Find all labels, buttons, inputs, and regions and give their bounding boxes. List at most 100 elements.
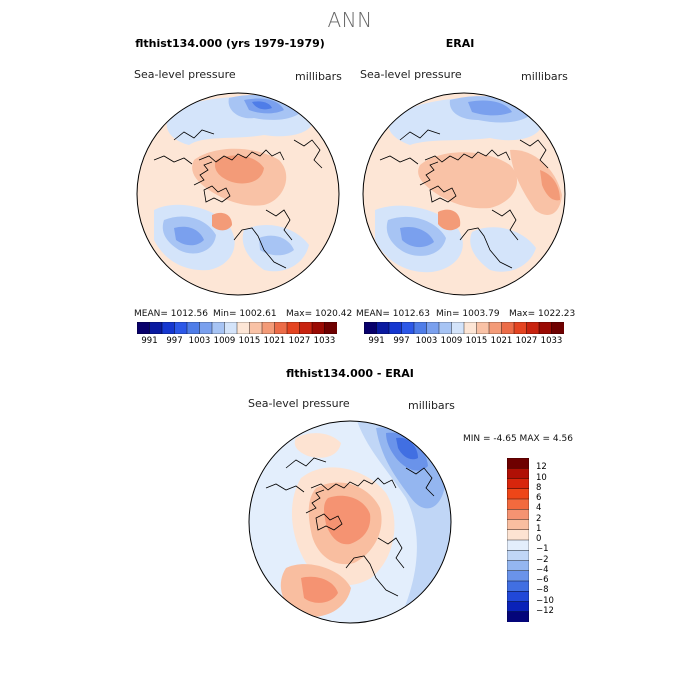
panel-1-colorbar-swatch (324, 322, 337, 334)
panel-1-contour-high-2 (214, 155, 264, 184)
panel-2-colorbar-tick-label: 1009 (440, 336, 463, 346)
panel-1-colorbar-swatch (174, 322, 188, 334)
panel-3-colorbar-swatch (507, 560, 529, 572)
panel-2-colorbar-swatch (513, 322, 528, 334)
panel-3-units-label: millibars (408, 399, 455, 412)
panel-2-coastline-5 (491, 209, 519, 241)
panel-1-colorbar-swatch (236, 322, 251, 334)
panel-2-colorbar-tick-label: 997 (393, 336, 410, 346)
panel-1-colorbar-swatch (137, 322, 151, 334)
panel-3-colorbar-swatch (507, 550, 529, 562)
panel-2-contour-high-1 (418, 152, 518, 209)
panel-1-contour-low-4 (252, 101, 272, 110)
panel-1-colorbar-swatch (211, 322, 226, 334)
panel-1-contour-high-3 (212, 212, 232, 231)
panel-3-colorbar-swatch (507, 591, 529, 603)
panel-1-colorbar-swatch (199, 322, 213, 334)
panel-3-colorbar-swatch (507, 488, 529, 500)
panel-3-map-border (248, 420, 452, 624)
panel-2-contour-high-4 (438, 209, 461, 231)
panel-3-colorbar-swatch (507, 529, 529, 541)
panel-3-colorbar-tick-label: 8 (536, 482, 542, 493)
panel-2-mean: MEAN= 1012.63 (356, 309, 430, 319)
panel-1-field (137, 93, 339, 295)
panel-3-contour-pos-6 (294, 433, 341, 458)
panel-2-colorbar-tick-label: 1027 (515, 336, 538, 346)
panel-2-colorbar-swatch (488, 322, 503, 334)
panel-3-colorbar-labels: 12 10 8 6 4 2 1 0 −1 −2 −4 −6 −8 −10 −12 (536, 458, 576, 622)
panel-2-contour-low-6 (400, 226, 434, 248)
panel-3-coastline-3 (305, 489, 325, 514)
panel-1-colorbar-swatch (274, 322, 288, 334)
panel-3-colorbar-swatch (507, 478, 529, 490)
panel-2-title: ERAI (445, 37, 475, 50)
panel-2-colorbar-swatch (388, 322, 403, 334)
panel-1-coastline-1 (198, 149, 285, 163)
panel-3-colorbar-swatch (507, 539, 529, 551)
panel-2-colorbar-tick-label: 991 (368, 336, 385, 346)
panel-1-units-label: millibars (295, 70, 342, 83)
panel-2-coastline-8 (519, 139, 549, 169)
panel-3-map (248, 420, 452, 624)
panel-2-coastline-2 (429, 185, 457, 203)
panel-1-map (136, 92, 340, 296)
panel-3-colorbar-tick-label: −12 (536, 605, 554, 616)
panel-2-colorbar (364, 322, 564, 334)
panel-2-coastline-3 (419, 161, 439, 186)
panel-3-colorbar-swatch (507, 519, 529, 531)
panel-3-colorbar-tick-label: −2 (536, 554, 549, 565)
panel-1-map-border (136, 92, 340, 296)
panel-1-coastlines (153, 129, 323, 269)
panel-3-colorbar-swatch (507, 611, 529, 622)
panel-3-colorbar-swatch (507, 570, 529, 582)
panel-1-coastline-3 (193, 161, 213, 186)
panel-1-coastline-7 (173, 129, 215, 141)
panel-3-colorbar-tick-label: −1 (536, 544, 549, 555)
panel-2-colorbar-swatch (476, 322, 490, 334)
panel-3-minmax: MIN = -4.65 MAX = 4.56 (463, 434, 573, 444)
panel-1-colorbar-tick-label: 1015 (238, 336, 261, 346)
panel-3-variable-label: Sea-level pressure (248, 397, 350, 410)
panel-3-colorbar-tick-label: −4 (536, 564, 549, 575)
panel-3-colorbar-swatch (507, 468, 529, 480)
panel-2-field (363, 93, 565, 295)
panel-1-colorbar-swatch (186, 322, 201, 334)
panel-1-title: flthist134.000 (yrs 1979-1979) (135, 37, 325, 50)
panel-2-colorbar-tick-label: 1003 (415, 336, 438, 346)
panel-3-title: flthist134.000 - ERAI (286, 367, 414, 380)
panel-3-colorbar-tick-label: −6 (536, 575, 549, 585)
panel-3-colorbar-swatch (507, 458, 529, 469)
panel-3-colorbar-tick-label: 0 (536, 534, 542, 544)
panel-1-colorbar-swatch (149, 322, 163, 334)
panel-1-coastline-4 (233, 227, 287, 269)
panel-2-colorbar-swatch (538, 322, 553, 334)
panel-3-contour-pos-3 (324, 495, 371, 545)
panel-2-colorbar-swatch (526, 322, 540, 334)
panel-1-coastline-8 (293, 139, 323, 169)
panel-1-contour-high-4 (287, 178, 339, 227)
panel-3-coastlines (265, 457, 435, 597)
panel-1-min: Min= 1002.61 (213, 309, 277, 319)
panel-3-field (249, 421, 451, 623)
panel-3-coastline-7 (285, 457, 327, 469)
panel-3-colorbar-swatch (507, 601, 529, 613)
panel-3-colorbar (507, 458, 529, 622)
panel-2-contour-low-3 (468, 100, 512, 116)
panel-2-colorbar-swatch (413, 322, 428, 334)
panel-3-colorbar-tick-label: 12 (536, 462, 547, 473)
figure-title: ANN (327, 8, 373, 32)
panel-1-colorbar-swatch (286, 322, 301, 334)
panel-2-coastline-4 (459, 227, 513, 269)
panel-1-colorbar-tick-label: 1009 (213, 336, 236, 346)
panel-1-colorbar-labels: 991 997 1003 1009 1015 1021 1027 1033 (137, 336, 337, 348)
panel-3-colorbar-tick-label: −10 (536, 595, 554, 606)
panel-1-coastline-2 (203, 185, 231, 203)
panel-2-contour-low-7 (470, 227, 536, 272)
panel-1-coastline-5 (265, 209, 293, 241)
panel-3-colorbar-swatch (507, 580, 529, 592)
panel-1-variable-label: Sea-level pressure (134, 68, 236, 81)
panel-2-colorbar-tick-label: 1021 (490, 336, 513, 346)
panel-1-contour-low-9 (259, 235, 294, 256)
panel-3-coastline-4 (345, 555, 399, 597)
panel-1-colorbar-tick-label: 1033 (313, 336, 336, 346)
